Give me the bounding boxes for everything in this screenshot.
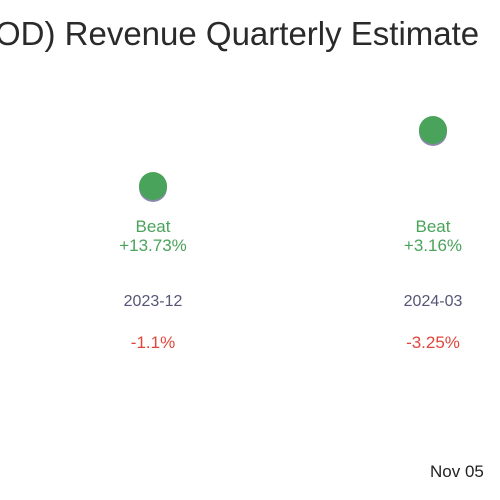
surprise-label-2024-03: +3.16% xyxy=(404,236,462,255)
result-label-2023-12: Beat xyxy=(136,217,171,236)
period-label-2023-12: 2023-12 xyxy=(124,293,183,310)
actual-marker-2023-12 xyxy=(139,172,167,200)
change-label-2023-12: -1.1% xyxy=(131,333,175,352)
chart-title-text: (OD) Revenue Quarterly Estimate xyxy=(0,15,480,52)
change-label-2024-03: -3.25% xyxy=(406,333,460,352)
footer-date: Nov 05 xyxy=(430,462,484,481)
surprise-label-2023-12: +13.73% xyxy=(119,236,187,255)
period-label-2024-03: 2024-03 xyxy=(404,293,463,310)
chart-title: (OD) Revenue Quarterly Estimate xyxy=(0,14,500,54)
actual-marker-2024-03 xyxy=(419,116,447,144)
result-label-2024-03: Beat xyxy=(416,217,451,236)
